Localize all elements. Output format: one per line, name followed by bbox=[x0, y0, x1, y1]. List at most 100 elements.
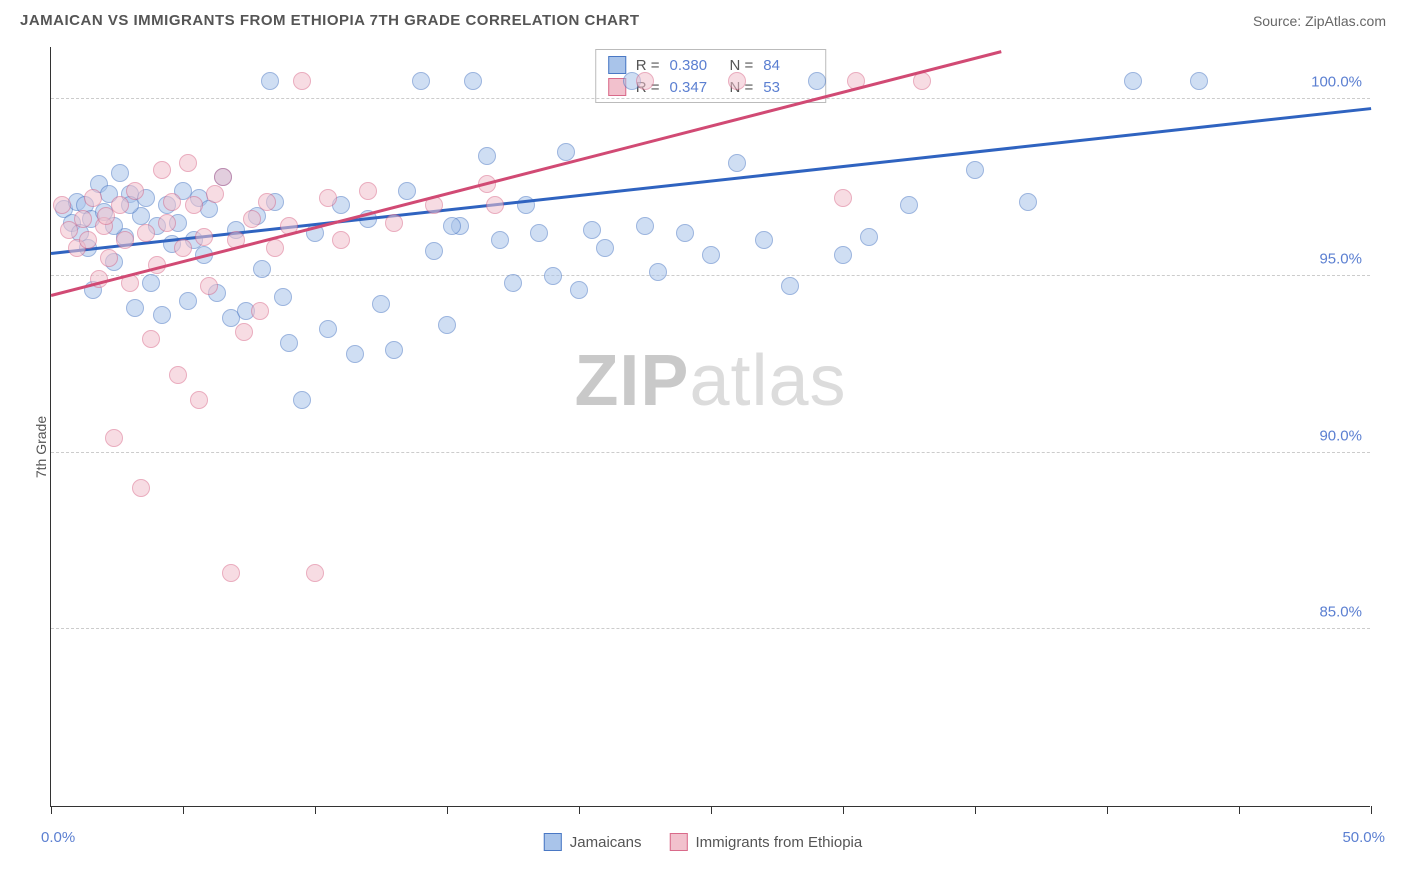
data-point bbox=[116, 231, 134, 249]
data-point bbox=[966, 161, 984, 179]
x-label-max: 50.0% bbox=[1342, 829, 1385, 846]
source-label: Source: ZipAtlas.com bbox=[1253, 13, 1386, 29]
data-point bbox=[100, 249, 118, 267]
data-point bbox=[105, 429, 123, 447]
data-point bbox=[266, 239, 284, 257]
data-point bbox=[137, 224, 155, 242]
chart-area: 7th Grade ZIPatlas R =0.380N =84R =0.347… bbox=[0, 37, 1406, 857]
data-point bbox=[158, 214, 176, 232]
data-point bbox=[153, 306, 171, 324]
trend-line bbox=[51, 51, 1002, 297]
data-point bbox=[385, 214, 403, 232]
data-point bbox=[834, 246, 852, 264]
gridline bbox=[51, 98, 1370, 99]
data-point bbox=[97, 207, 115, 225]
data-point bbox=[583, 221, 601, 239]
title-bar: JAMAICAN VS IMMIGRANTS FROM ETHIOPIA 7TH… bbox=[0, 0, 1406, 37]
watermark: ZIPatlas bbox=[574, 340, 846, 422]
data-point bbox=[438, 316, 456, 334]
stat-r-value: 0.347 bbox=[670, 79, 720, 96]
data-point bbox=[306, 564, 324, 582]
data-point bbox=[372, 295, 390, 313]
data-point bbox=[214, 168, 232, 186]
stat-r-value: 0.380 bbox=[670, 57, 720, 74]
data-point bbox=[570, 281, 588, 299]
legend-item: Jamaicans bbox=[544, 833, 642, 851]
data-point bbox=[319, 320, 337, 338]
data-point bbox=[195, 228, 213, 246]
data-point bbox=[808, 72, 826, 90]
data-point bbox=[781, 277, 799, 295]
y-tick-label: 90.0% bbox=[1319, 427, 1362, 444]
data-point bbox=[74, 210, 92, 228]
data-point bbox=[190, 391, 208, 409]
data-point bbox=[142, 330, 160, 348]
data-point bbox=[222, 564, 240, 582]
data-point bbox=[111, 164, 129, 182]
data-point bbox=[185, 196, 203, 214]
data-point bbox=[174, 239, 192, 257]
data-point bbox=[126, 299, 144, 317]
legend-item: Immigrants from Ethiopia bbox=[669, 833, 862, 851]
data-point bbox=[1124, 72, 1142, 90]
data-point bbox=[755, 231, 773, 249]
y-tick-label: 100.0% bbox=[1311, 74, 1362, 91]
data-point bbox=[293, 72, 311, 90]
data-point bbox=[636, 217, 654, 235]
data-point bbox=[53, 196, 71, 214]
data-point bbox=[412, 72, 430, 90]
data-point bbox=[261, 72, 279, 90]
data-point bbox=[1019, 193, 1037, 211]
data-point bbox=[332, 231, 350, 249]
x-tick bbox=[843, 806, 844, 814]
data-point bbox=[274, 288, 292, 306]
data-point bbox=[557, 143, 575, 161]
stat-n-value: 53 bbox=[763, 79, 813, 96]
data-point bbox=[206, 185, 224, 203]
stat-n-value: 84 bbox=[763, 57, 813, 74]
data-point bbox=[346, 345, 364, 363]
chart-title: JAMAICAN VS IMMIGRANTS FROM ETHIOPIA 7TH… bbox=[20, 12, 640, 29]
legend-swatch bbox=[544, 833, 562, 851]
data-point bbox=[280, 334, 298, 352]
data-point bbox=[253, 260, 271, 278]
data-point bbox=[243, 210, 261, 228]
gridline bbox=[51, 628, 1370, 629]
data-point bbox=[179, 292, 197, 310]
legend-label: Immigrants from Ethiopia bbox=[695, 834, 862, 851]
data-point bbox=[834, 189, 852, 207]
trend-line bbox=[51, 107, 1371, 254]
data-point bbox=[544, 267, 562, 285]
y-axis-label: 7th Grade bbox=[33, 416, 49, 478]
gridline bbox=[51, 452, 1370, 453]
data-point bbox=[596, 239, 614, 257]
data-point bbox=[1190, 72, 1208, 90]
data-point bbox=[359, 182, 377, 200]
data-point bbox=[293, 391, 311, 409]
data-point bbox=[79, 231, 97, 249]
data-point bbox=[153, 161, 171, 179]
data-point bbox=[649, 263, 667, 281]
data-point bbox=[464, 72, 482, 90]
x-tick bbox=[315, 806, 316, 814]
x-tick bbox=[579, 806, 580, 814]
x-tick bbox=[183, 806, 184, 814]
stat-n-label: N = bbox=[730, 57, 754, 74]
data-point bbox=[900, 196, 918, 214]
legend-swatch bbox=[669, 833, 687, 851]
x-tick bbox=[1239, 806, 1240, 814]
x-tick bbox=[711, 806, 712, 814]
data-point bbox=[491, 231, 509, 249]
gridline bbox=[51, 275, 1370, 276]
data-point bbox=[251, 302, 269, 320]
data-point bbox=[84, 189, 102, 207]
y-tick-label: 95.0% bbox=[1319, 250, 1362, 267]
data-point bbox=[676, 224, 694, 242]
data-point bbox=[530, 224, 548, 242]
data-point bbox=[398, 182, 416, 200]
data-point bbox=[142, 274, 160, 292]
data-point bbox=[504, 274, 522, 292]
data-point bbox=[126, 182, 144, 200]
data-point bbox=[728, 72, 746, 90]
y-tick-label: 85.0% bbox=[1319, 604, 1362, 621]
